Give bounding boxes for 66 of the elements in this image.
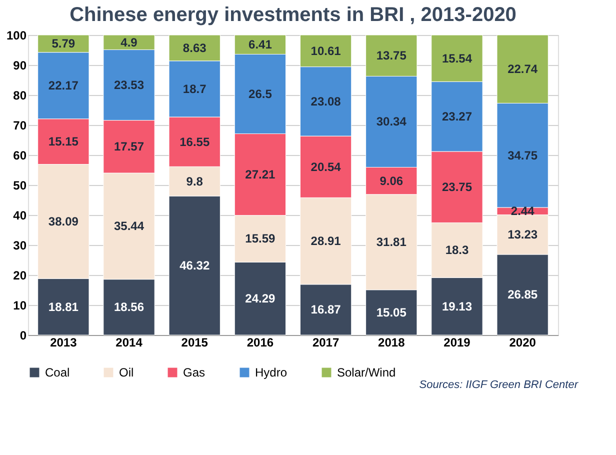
data-label: 23.27	[442, 110, 472, 124]
data-label: 18.56	[114, 300, 144, 314]
data-label: 22.74	[508, 62, 538, 76]
data-label: 20.54	[310, 160, 342, 174]
data-label: 4.9	[120, 35, 138, 50]
data-label: 15.54	[442, 51, 472, 66]
legend-label: Hydro	[255, 366, 288, 380]
data-label: 13.75	[376, 48, 407, 63]
data-label: 6.41	[248, 38, 272, 52]
data-label: 16.87	[310, 302, 342, 317]
data-label: 15.59	[245, 232, 276, 246]
data-label: 9.8	[186, 174, 204, 188]
data-label: 30.34	[376, 114, 407, 129]
y-tick-label: 70	[13, 118, 27, 132]
data-label: 23.08	[310, 94, 342, 108]
legend-label: Coal	[45, 366, 70, 380]
legend-label: Oil	[119, 366, 134, 380]
y-tick-label: 100	[6, 28, 27, 42]
y-tick-label: 0	[20, 328, 27, 342]
y-tick-label: 40	[13, 208, 27, 222]
data-label: 28.91	[310, 234, 342, 248]
data-label: 35.44	[114, 219, 144, 234]
x-tick-label: 2020	[509, 336, 536, 350]
data-label: 26.85	[508, 288, 538, 302]
data-label: 18.7	[182, 82, 207, 96]
x-tick-label: 2017	[312, 336, 340, 350]
legend-label: Gas	[183, 366, 206, 380]
y-tick-label: 30	[13, 238, 27, 252]
data-label: 8.63	[182, 40, 207, 55]
data-label: 17.57	[114, 140, 144, 154]
data-label: 24.29	[245, 292, 276, 306]
data-label: 18.81	[48, 300, 79, 314]
data-label: 13.23	[508, 228, 538, 242]
y-tick-label: 80	[13, 88, 27, 102]
data-label: 10.61	[310, 44, 342, 58]
data-label: 34.75	[508, 148, 538, 162]
chart-title: Chinese energy investments in BRI , 2013-2020	[70, 4, 516, 26]
source-note: Sources: IIGF Green BRI Center	[419, 379, 580, 391]
x-tick-label: 2016	[246, 336, 274, 350]
data-label: 31.81	[376, 235, 407, 250]
data-label: 27.21	[245, 168, 276, 182]
data-label: 18.3	[445, 243, 469, 258]
x-tick-label: 2018	[378, 336, 406, 350]
data-label: 38.09	[48, 214, 79, 228]
x-tick-label: 2019	[444, 336, 471, 350]
x-tick-label: 2013	[50, 336, 78, 350]
data-label: 26.5	[248, 86, 272, 101]
data-label: 2.44	[510, 204, 535, 218]
data-label: 15.15	[48, 134, 79, 149]
data-label: 15.05	[376, 305, 407, 320]
data-label: 5.79	[52, 36, 76, 51]
y-tick-label: 50	[13, 178, 27, 192]
data-label: 23.53	[114, 78, 144, 92]
data-label: 16.55	[180, 134, 210, 149]
data-label: 23.75	[442, 180, 472, 194]
data-label: 9.06	[380, 174, 404, 188]
y-tick-label: 20	[13, 268, 27, 282]
x-tick-label: 2014	[116, 336, 143, 350]
y-tick-label: 10	[13, 298, 27, 312]
x-tick-label: 2015	[181, 336, 208, 350]
data-label: 46.32	[180, 258, 210, 273]
data-label: 19.13	[442, 299, 472, 314]
data-label: 22.17	[48, 78, 79, 93]
legend-label: Solar/Wind	[337, 366, 396, 380]
y-tick-label: 90	[13, 58, 27, 72]
y-tick-label: 60	[13, 148, 27, 162]
